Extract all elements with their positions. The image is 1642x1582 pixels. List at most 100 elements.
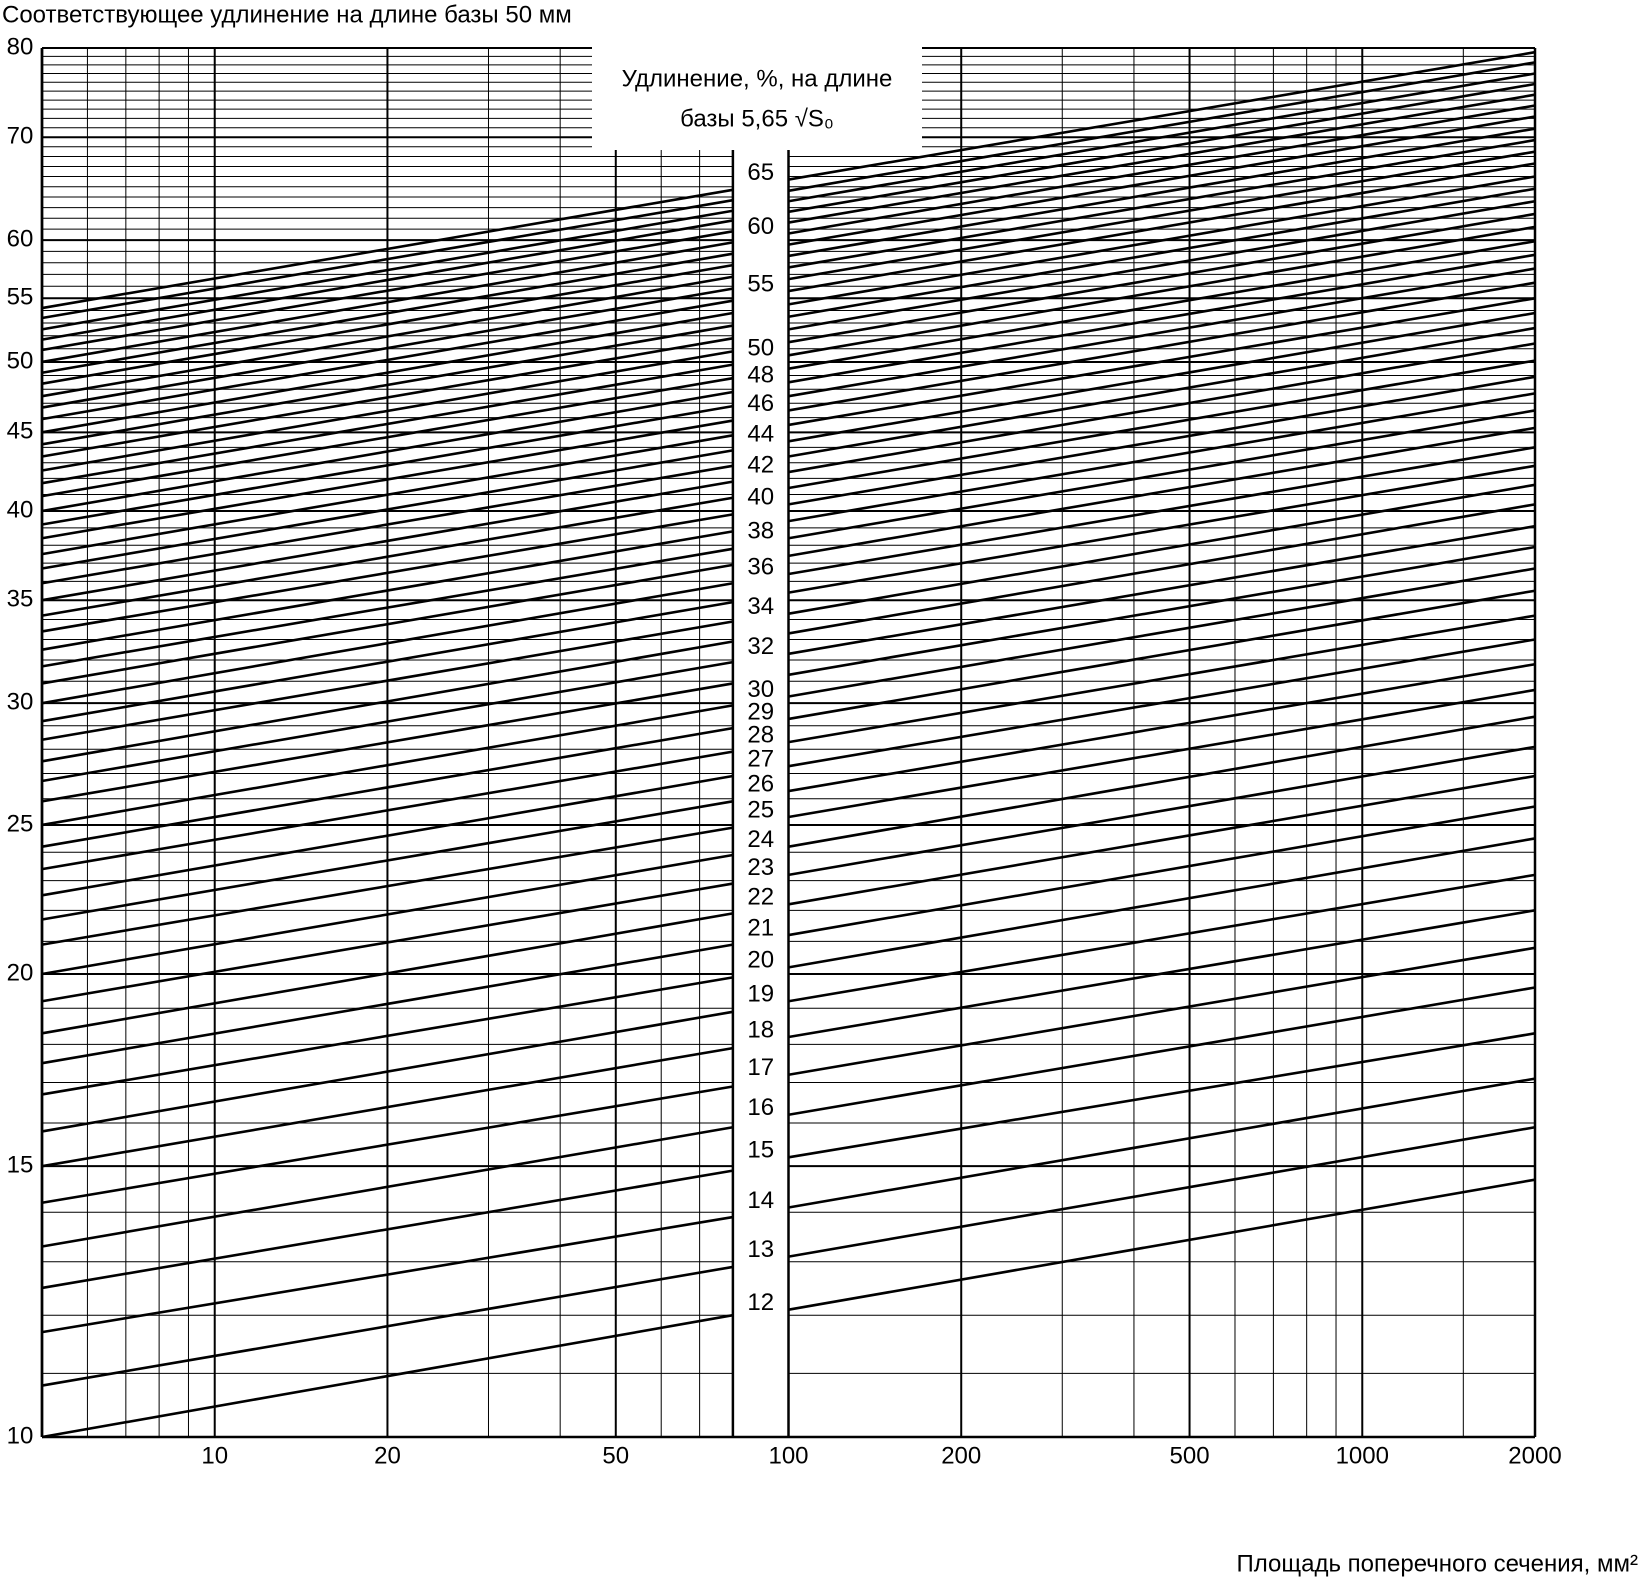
nomogram-line [788, 61, 1536, 193]
line-label: 12 [747, 1289, 774, 1316]
x-tick-label: 500 [1170, 1442, 1210, 1469]
nomogram-line [41, 1085, 734, 1205]
y-tick-label: 20 [7, 959, 34, 986]
nomogram-line [788, 503, 1536, 635]
nomogram-line [41, 230, 734, 352]
nomogram-line [788, 326, 1536, 458]
line-label: 38 [747, 518, 774, 545]
nomogram-line [41, 1046, 734, 1168]
line-label: 34 [747, 593, 774, 620]
nomogram-line [41, 882, 734, 1003]
nomogram-line [788, 426, 1536, 558]
nomogram-line [788, 805, 1536, 937]
line-label: 28 [747, 721, 774, 748]
annotation-box [592, 44, 922, 150]
line-label: 17 [747, 1054, 774, 1081]
x-tick-label: 200 [941, 1442, 981, 1469]
nomogram-line [41, 976, 734, 1096]
nomogram-line [788, 93, 1536, 224]
nomogram-line [788, 281, 1536, 412]
nomogram-line [41, 419, 734, 540]
nomogram-line [788, 212, 1536, 344]
nomogram-line [41, 704, 734, 827]
nomogram-line [41, 1169, 734, 1290]
nomogram-line [41, 912, 734, 1035]
nomogram-line [788, 873, 1536, 1003]
nomogram-line [788, 446, 1536, 576]
nomogram-line [788, 187, 1536, 319]
y-axis-title: Соответствующее удлинение на длине базы … [2, 1, 572, 28]
nomogram-line [788, 82, 1536, 214]
nomogram-line [788, 342, 1536, 474]
line-label: 16 [747, 1094, 774, 1121]
nomogram-line [788, 774, 1536, 906]
line-label: 27 [747, 746, 774, 773]
nomogram-line [41, 404, 734, 526]
line-label: 25 [747, 796, 774, 823]
nomogram-line [788, 614, 1536, 744]
nomogram-line [41, 547, 734, 668]
nomogram-line [41, 1125, 734, 1248]
y-tick-label: 35 [7, 586, 34, 613]
nomogram-line [788, 1032, 1536, 1159]
nomogram-line [788, 239, 1536, 370]
line-label: 48 [747, 362, 774, 389]
nomogram-line [788, 1178, 1536, 1311]
annotation: базы 5,65 √S₀ [680, 105, 834, 132]
nomogram-line [41, 390, 734, 513]
line-label: 40 [747, 484, 774, 511]
nomogram-line [41, 496, 734, 617]
nomogram-line [41, 1215, 734, 1334]
nomogram-line [788, 524, 1536, 656]
y-tick-label: 60 [7, 226, 34, 253]
nomogram-line [41, 581, 734, 705]
nomogram-line [41, 1265, 734, 1387]
nomogram-line [788, 464, 1536, 594]
line-label: 22 [747, 884, 774, 911]
nomogram-line [788, 162, 1536, 293]
y-tick-label: 45 [7, 418, 34, 445]
nomogram-line [41, 530, 734, 651]
line-label: 60 [747, 213, 774, 240]
x-tick-label: 100 [768, 1442, 808, 1469]
y-tick-label: 30 [7, 689, 34, 716]
y-tick-label: 10 [7, 1422, 34, 1449]
nomogram-line [41, 1010, 734, 1133]
line-label: 44 [747, 421, 774, 448]
nomogram-line [41, 774, 734, 897]
line-label: 19 [747, 981, 774, 1008]
nomogram-line [788, 946, 1536, 1077]
nomogram-line [41, 1313, 734, 1439]
nomogram-line [41, 350, 734, 472]
nomogram-line [788, 127, 1536, 258]
line-label: 18 [747, 1016, 774, 1043]
nomogram-line [788, 50, 1536, 181]
nomogram-line [41, 943, 734, 1065]
nomogram-line [788, 662, 1536, 793]
line-label: 15 [747, 1137, 774, 1164]
nomogram-line [41, 337, 734, 458]
nomogram-line [788, 1125, 1536, 1258]
nomogram-line [788, 837, 1536, 969]
nomogram-line [41, 198, 734, 320]
nomogram-line [788, 359, 1536, 490]
nomogram-line [41, 287, 734, 409]
line-label: 29 [747, 698, 774, 725]
nomogram-line [41, 219, 734, 341]
y-tick-label: 25 [7, 810, 34, 837]
line-label: 21 [747, 914, 774, 941]
nomogram-line [41, 252, 734, 375]
x-tick-label: 10 [201, 1442, 228, 1469]
nomogram-line [788, 715, 1536, 848]
line-label: 13 [747, 1236, 774, 1263]
nomogram-line [41, 480, 734, 602]
y-tick-label: 40 [7, 496, 34, 523]
nomogram-line [41, 620, 734, 742]
annotation: Удлинение, %, на длине [622, 65, 893, 92]
nomogram-line [41, 464, 734, 585]
nomogram-line [41, 826, 734, 946]
nomogram-line [788, 150, 1536, 281]
nomogram-line [788, 392, 1536, 523]
nomogram-line [41, 434, 734, 556]
